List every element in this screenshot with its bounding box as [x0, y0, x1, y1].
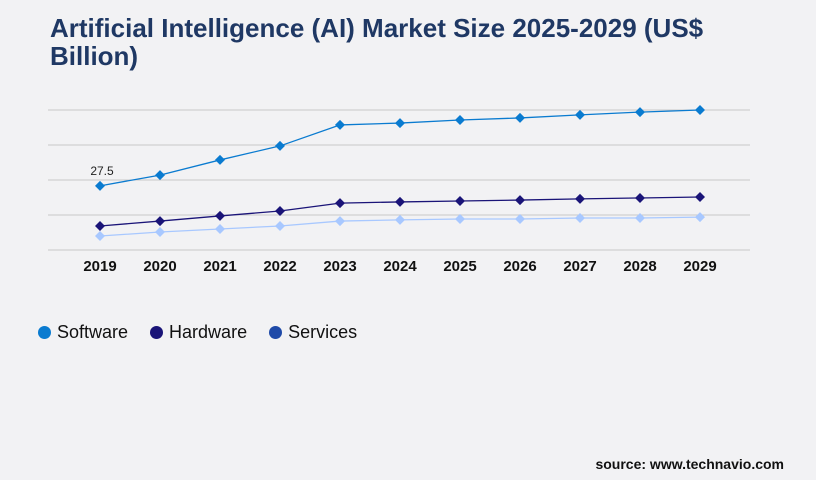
data-point-software	[695, 105, 705, 115]
data-point-hardware	[395, 196, 405, 207]
data-point-software	[215, 154, 225, 165]
data-point-hardware	[635, 192, 645, 203]
data-point-software	[95, 180, 105, 191]
legend-marker-icon	[269, 326, 283, 339]
data-point-hardware	[95, 220, 105, 231]
x-tick-label: 2027	[563, 258, 596, 275]
x-tick-label: 2028	[623, 258, 656, 275]
data-point-services	[515, 213, 525, 224]
data-point-services	[575, 213, 585, 224]
data-point-hardware	[515, 195, 525, 206]
legend-marker-icon	[150, 326, 164, 339]
x-tick-label: 2026	[503, 258, 536, 275]
data-point-software	[335, 119, 345, 130]
data-point-hardware	[695, 192, 705, 203]
x-tick-label: 2024	[383, 258, 417, 275]
data-point-services	[395, 214, 405, 225]
data-label: 27.5	[90, 164, 114, 178]
legend-item-services: Services	[269, 322, 357, 343]
legend-label: Hardware	[169, 322, 248, 342]
data-point-services	[695, 212, 705, 223]
data-point-hardware	[455, 196, 465, 206]
chart-title: Artificial Intelligence (AI) Market Size…	[50, 13, 704, 71]
data-point-software	[455, 115, 465, 126]
data-point-hardware	[215, 210, 225, 221]
data-point-software	[575, 109, 585, 120]
x-tick-label: 2019	[83, 258, 116, 275]
data-point-software	[635, 107, 645, 118]
data-point-hardware	[335, 198, 345, 209]
data-point-hardware	[275, 206, 285, 217]
legend-item-hardware: Hardware	[150, 322, 247, 343]
data-point-hardware	[575, 193, 585, 204]
x-tick-label: 2029	[683, 258, 716, 275]
x-tick-label: 2020	[143, 258, 176, 275]
source-note: source: www.technavio.com	[595, 456, 784, 472]
data-point-software	[515, 112, 525, 123]
data-point-hardware	[155, 216, 165, 227]
line-chart: 2019 2020 2021 2022 2023 2024 2025 2026 2027 2028…	[48, 105, 750, 275]
data-point-services	[635, 213, 645, 224]
data-point-services	[335, 216, 345, 227]
data-point-services	[215, 224, 225, 234]
data-point-software	[395, 118, 405, 129]
data-point-services	[155, 227, 165, 238]
legend: Software Hardware Services	[38, 322, 357, 343]
legend-label: Services	[288, 322, 358, 342]
x-tick-label: 2023	[323, 258, 356, 275]
legend-item-software: Software	[38, 322, 128, 343]
data-point-software	[275, 140, 285, 151]
x-tick-label: 2022	[263, 258, 296, 275]
data-point-software	[155, 170, 165, 181]
legend-label: Software	[57, 322, 129, 342]
data-point-services	[455, 213, 465, 224]
data-point-services	[275, 220, 285, 231]
x-tick-label: 2025	[443, 258, 476, 275]
data-point-services	[95, 231, 105, 241]
legend-marker-icon	[38, 326, 51, 339]
x-tick-label: 2021	[203, 258, 236, 275]
